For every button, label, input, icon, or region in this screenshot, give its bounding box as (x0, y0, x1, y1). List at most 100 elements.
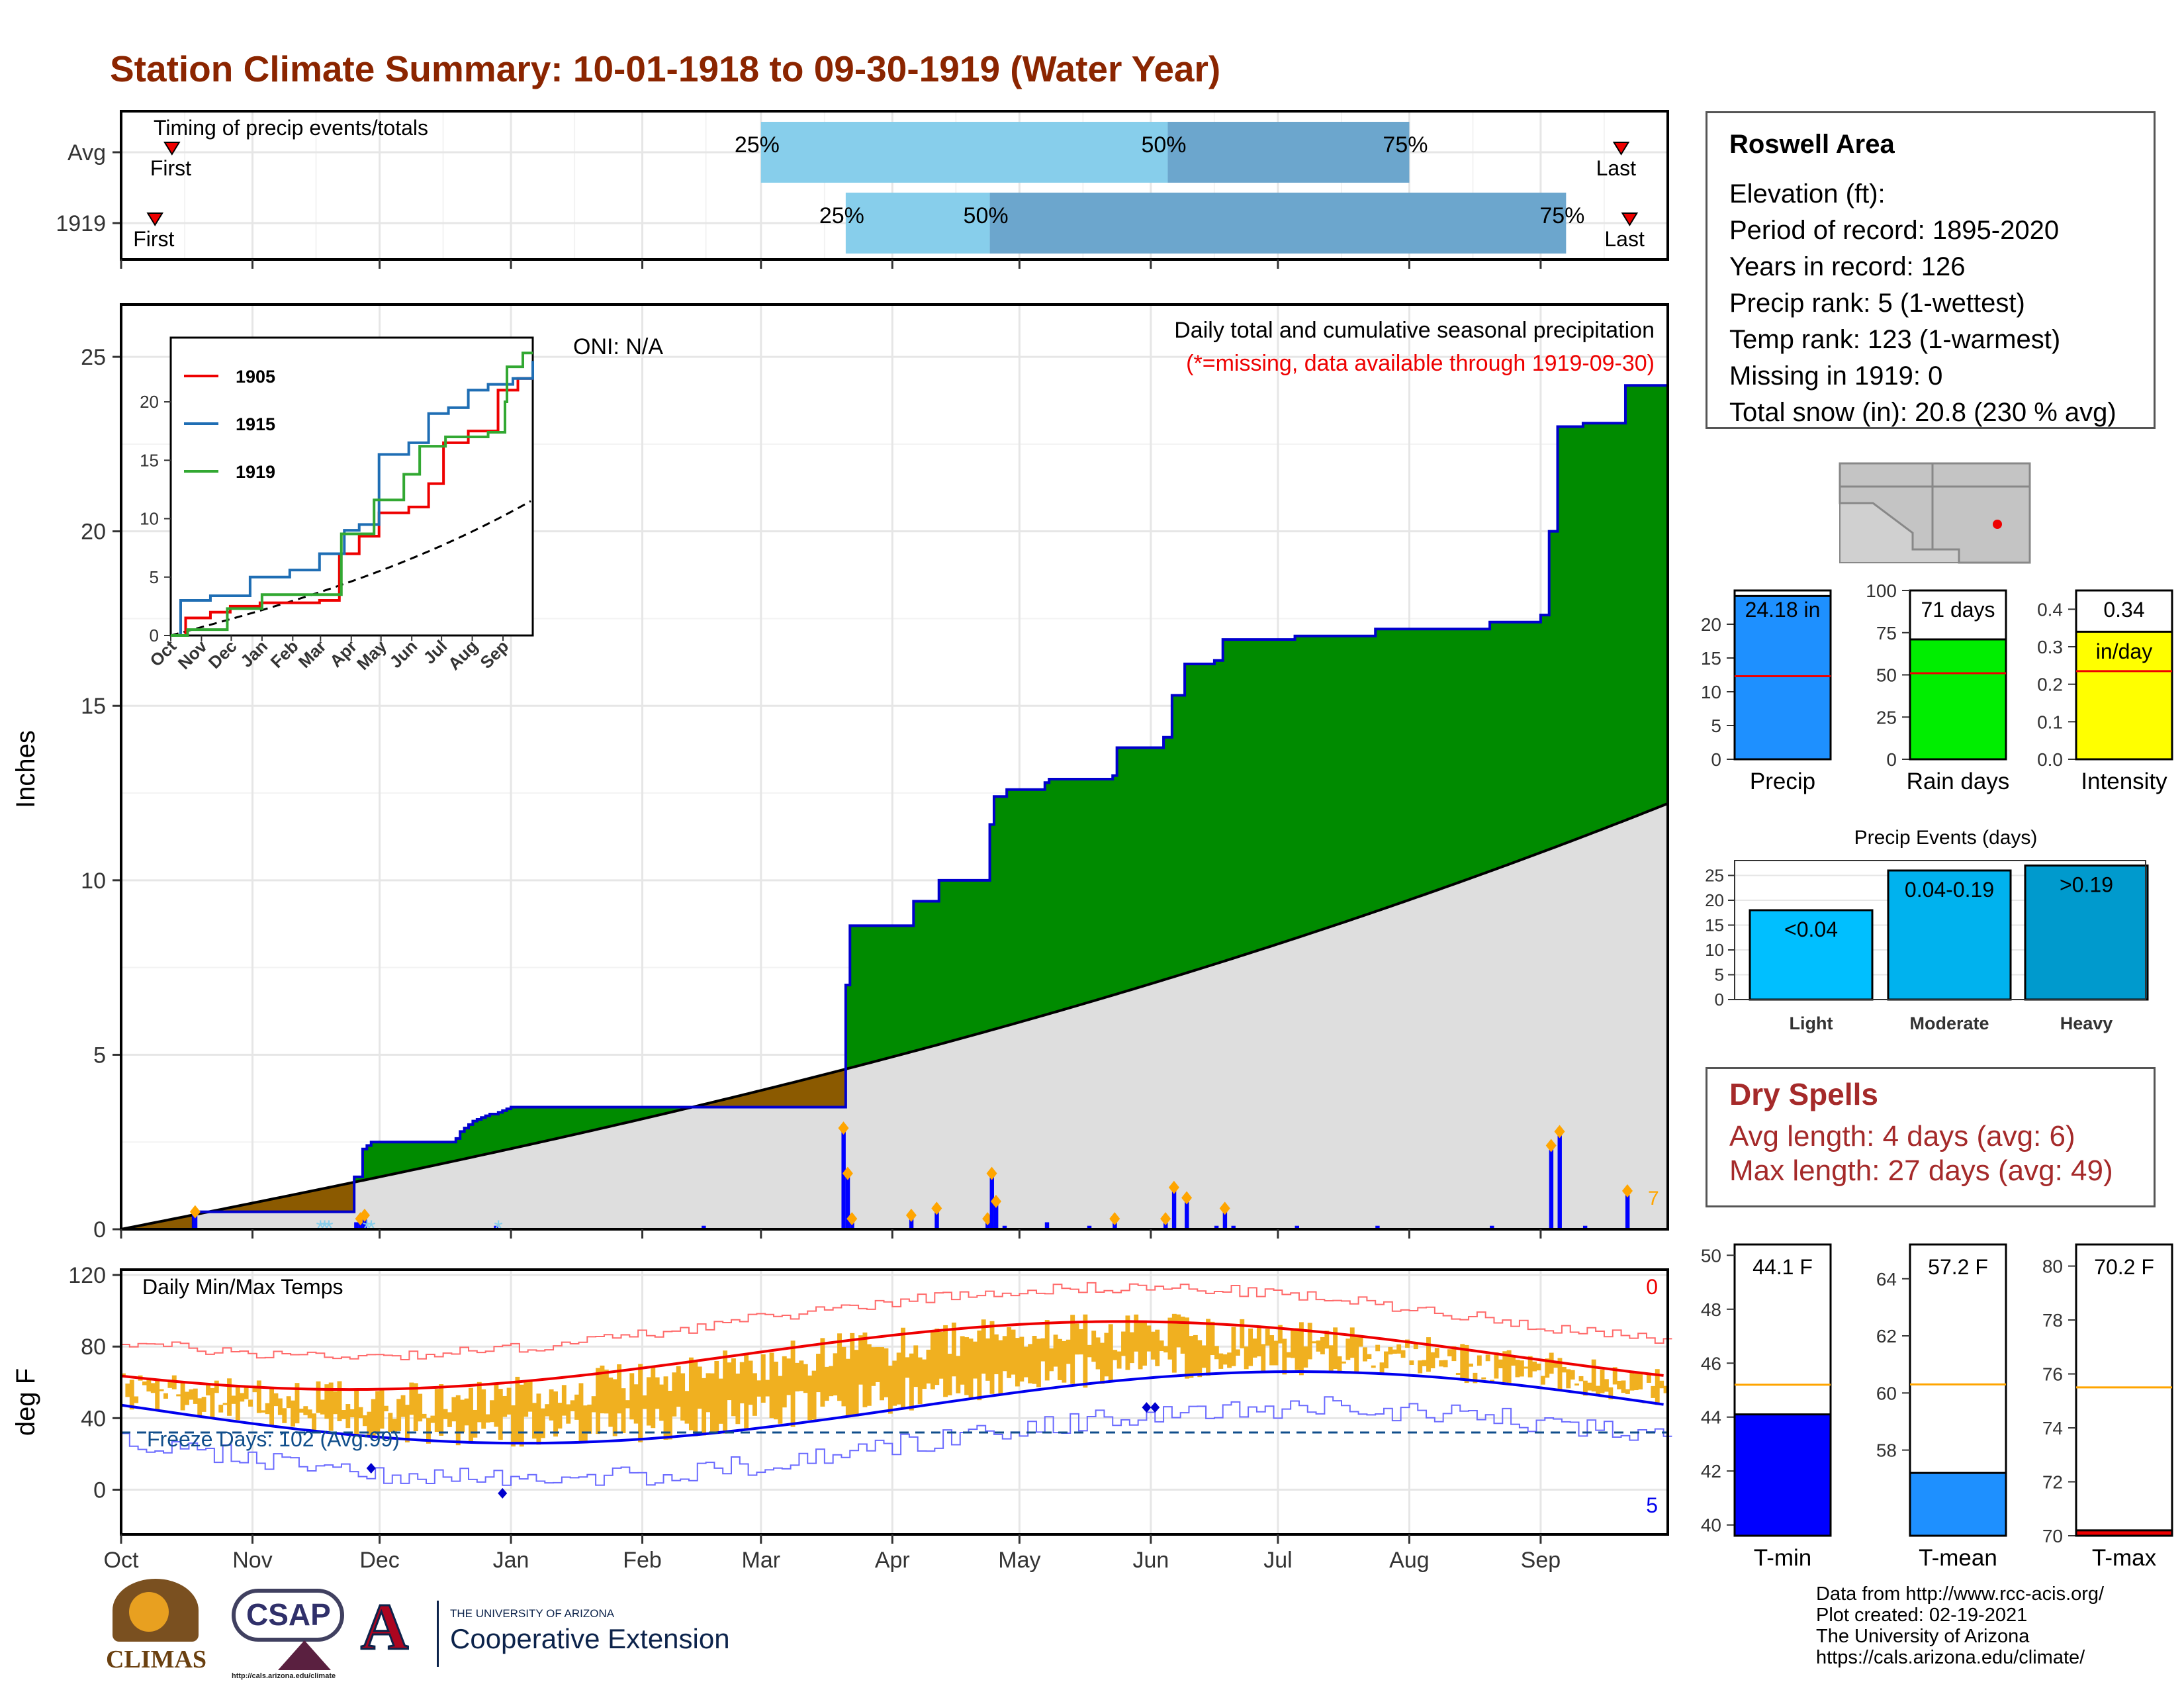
daily-temp-bar (1600, 1370, 1605, 1393)
daily-temp-bar (688, 1357, 694, 1430)
inset-legend-label: 1905 (236, 367, 275, 387)
month-label: Jun (1132, 1548, 1169, 1573)
temp-summary-value-label: 44.1 F (1752, 1255, 1813, 1279)
avg-tmin-line (120, 1370, 1664, 1445)
daily-temp-bar (1049, 1348, 1054, 1372)
daily-temp-bar (1363, 1347, 1367, 1362)
record-low-marker (1142, 1402, 1152, 1413)
daily-temp-bar (638, 1364, 643, 1442)
big-event-marker (905, 1208, 917, 1222)
daily-temp-bar (693, 1360, 698, 1436)
daily-temp-bar (617, 1364, 622, 1414)
inset-y-tick-label: 5 (150, 567, 159, 587)
daily-temp-bar (998, 1340, 1003, 1394)
daily-temp-bar (1189, 1336, 1194, 1378)
station-elevation: Elevation (ft): (1729, 179, 1886, 209)
daily-temp-bar (1604, 1379, 1609, 1392)
daily-precip-bar (1490, 1225, 1494, 1229)
precip-events-bar-label: <0.04 (1784, 917, 1838, 941)
temp-y-tick-label: 40 (81, 1406, 106, 1431)
daily-precip-bar (1185, 1197, 1189, 1229)
daily-temp-bar (909, 1353, 914, 1411)
daily-temp-bar (1358, 1336, 1363, 1347)
daily-temp-bar (1244, 1346, 1249, 1370)
big-event-marker (838, 1121, 849, 1135)
daily-temp-bar (646, 1377, 651, 1426)
record-low-marker (1150, 1402, 1160, 1413)
daily-temp-bar (1545, 1358, 1550, 1378)
daily-temp-bar (1392, 1349, 1397, 1354)
daily-temp-bar (557, 1403, 563, 1429)
daily-temp-bar (527, 1382, 533, 1412)
timing-panel-label: Timing of precip events/totals (154, 116, 428, 140)
daily-precip-bar (1087, 1225, 1092, 1229)
daily-precip-bar (1625, 1191, 1630, 1229)
ua-logo-a: A (359, 1589, 409, 1665)
big-event-marker (846, 1212, 858, 1226)
daily-temp-bar (1125, 1315, 1130, 1370)
big-event-marker (1109, 1212, 1120, 1226)
station-temp-rank: Temp rank: 123 (1-warmest) (1729, 325, 2061, 354)
daily-temp-bar (142, 1381, 147, 1385)
last-event-marker (1621, 212, 1639, 226)
daily-temp-bar (1269, 1335, 1275, 1366)
temp-panel-frame (120, 1268, 1669, 1536)
record-high-line (121, 1282, 1672, 1360)
daily-temp-bar (1214, 1346, 1219, 1360)
daily-temp-bar (1633, 1374, 1639, 1391)
dry-spells-box: Dry Spells Avg length: 4 days (avg: 6) M… (1706, 1067, 2156, 1207)
daily-temp-bar (1524, 1366, 1529, 1369)
daily-temp-bar (756, 1380, 762, 1397)
daily-temp-bar (337, 1381, 342, 1421)
daily-temp-bar (1159, 1340, 1164, 1352)
daily-precip-bar (1557, 1131, 1562, 1229)
timing-label-25: 25% (735, 132, 780, 158)
big-event-marker (359, 1208, 370, 1222)
daily-temp-bar (659, 1384, 664, 1421)
daily-temp-bar (1655, 1369, 1660, 1405)
precip-panel-frame (120, 303, 1669, 1231)
daily-temp-bar (1116, 1351, 1122, 1369)
daily-temp-bar (244, 1387, 249, 1399)
temp-summary-frame (2075, 1243, 2173, 1537)
precip-y-axis-label: Inches (11, 730, 40, 808)
daily-temp-bar (1104, 1333, 1109, 1377)
daily-temp-bar (731, 1358, 736, 1417)
precip-events-bar-0 (1749, 909, 1874, 1001)
daily-temp-bar (404, 1405, 410, 1443)
daily-temp-bar (943, 1325, 948, 1397)
daily-temp-bar (697, 1366, 702, 1409)
csap-logo-url: http://cals.arizona.edu/climate (232, 1672, 336, 1680)
last-event-label: Last (1596, 156, 1637, 180)
daily-temp-bar (413, 1383, 418, 1432)
daily-precip-bar (1549, 1145, 1554, 1229)
daily-temp-bar (210, 1387, 215, 1419)
daily-temp-bar (1193, 1335, 1198, 1374)
temp-summary-y-tick-label: 78 (2042, 1310, 2063, 1331)
big-event-marker (1554, 1125, 1565, 1139)
daily-temp-bar (1400, 1350, 1406, 1358)
daily-temp-bar (167, 1381, 173, 1388)
temp-summary-bar-0 (1733, 1413, 1832, 1537)
temp-y-axis-label: deg F (11, 1368, 40, 1436)
daily-temp-bar (1222, 1354, 1228, 1365)
daily-temp-bar (214, 1380, 219, 1393)
temp-summary-value-label: 57.2 F (1928, 1255, 1988, 1279)
daily-temp-bar (956, 1356, 961, 1393)
big-event-marker (986, 1166, 997, 1180)
daily-temp-bar (201, 1397, 206, 1412)
daily-temp-bar (1409, 1360, 1414, 1365)
daily-temp-bar (892, 1360, 897, 1406)
timing-bar-25-50 (760, 122, 1168, 183)
daily-temp-bar (752, 1373, 757, 1416)
inset-legend-label: 1915 (236, 414, 275, 434)
daily-temp-bar (1235, 1349, 1240, 1356)
daily-temp-bar (553, 1391, 558, 1437)
daily-temp-bar (1451, 1346, 1457, 1362)
ua-logo-big: Cooperative Extension (450, 1623, 730, 1654)
daily-temp-bar (1007, 1327, 1012, 1378)
daily-precip-bar (1295, 1225, 1299, 1229)
precip-y-tick-label: 10 (81, 868, 106, 894)
precip-y-tick-label: 0 (93, 1217, 106, 1243)
